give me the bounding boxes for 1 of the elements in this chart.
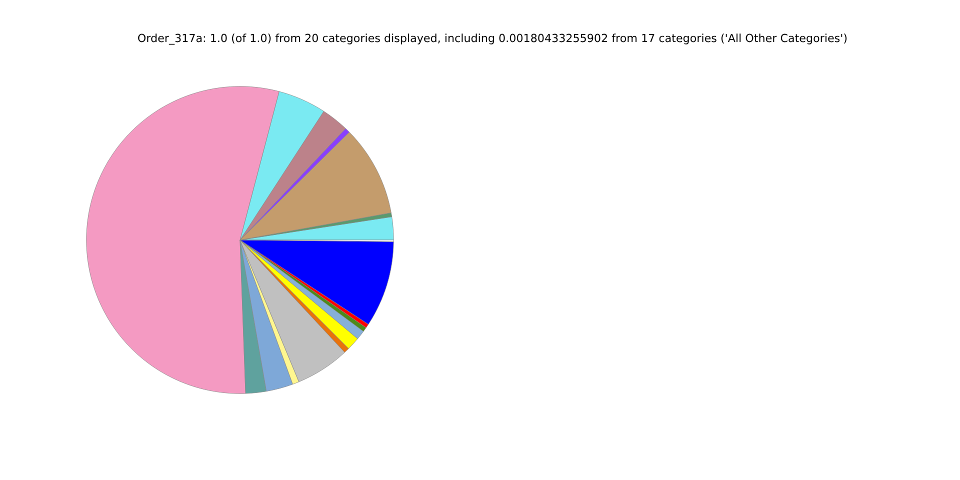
text: Order_317a: 1.0 (of 1.0) from 20 categories displayed, including 0.00180433255902 from 17 categories ('All Other Categories') [138,34,847,45]
